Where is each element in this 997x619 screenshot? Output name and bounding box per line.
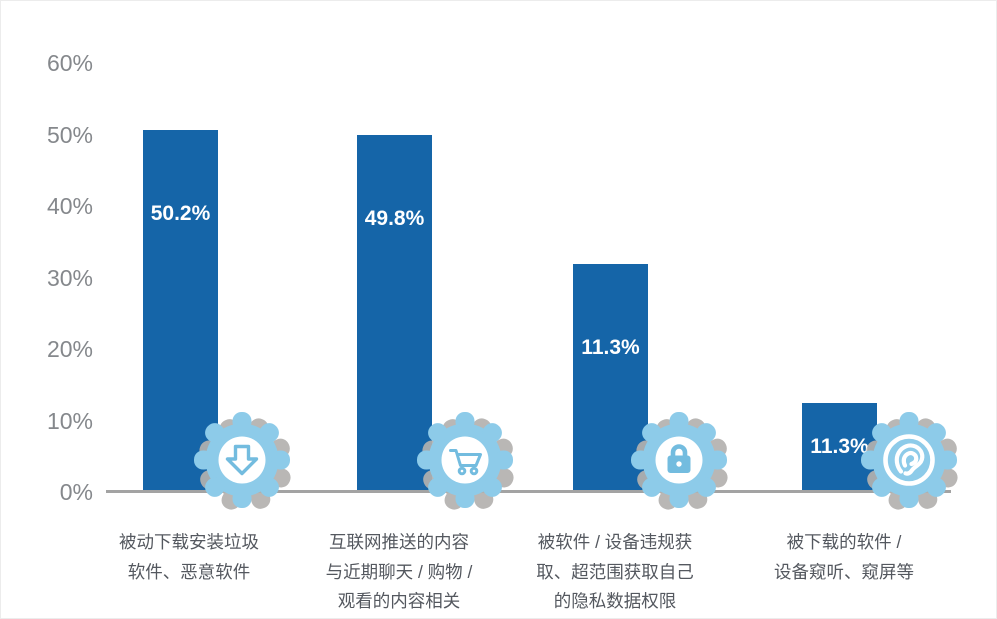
category-label-line: 取、超范围获取自己 bbox=[536, 561, 694, 582]
x-axis-line bbox=[106, 490, 951, 493]
category-label-line: 被下载的软件 / bbox=[786, 532, 902, 552]
bar-eavesdropping: 11.3% bbox=[802, 403, 877, 490]
category-label-4: 被下载的软件 / 设备窥听、窥屏等 bbox=[719, 528, 969, 587]
category-label-line: 互联网推送的内容 bbox=[329, 532, 469, 552]
ear-icon bbox=[894, 443, 925, 476]
category-label-line: 设备窥听、窥屏等 bbox=[774, 561, 914, 582]
category-label-line: 观看的内容相关 bbox=[337, 591, 461, 611]
gear-ear-icon bbox=[859, 410, 959, 510]
category-label-line: 被软件 / 设备违规获 bbox=[537, 532, 693, 552]
bar-group-1: 50.2% bbox=[143, 130, 218, 490]
category-label-3: 被软件 / 设备违规获 取、超范围获取自己 的隐私数据权限 bbox=[490, 528, 740, 617]
category-label-1: 被动下载安装垃圾 软件、恶意软件 bbox=[64, 528, 314, 587]
y-axis-tick-10: 10% bbox=[46, 407, 93, 434]
bar-group-4: 11.3% bbox=[802, 403, 877, 490]
y-axis-tick-60: 60% bbox=[46, 50, 93, 76]
bar-pushed-content: 49.8% bbox=[357, 135, 432, 490]
gear-lock-icon bbox=[629, 410, 729, 510]
bar-passive-download: 50.2% bbox=[143, 130, 218, 490]
bar-value-label: 11.3% bbox=[581, 336, 640, 359]
bar-value-label: 11.3% bbox=[810, 435, 869, 458]
bar-value-label: 49.8% bbox=[364, 207, 425, 230]
y-axis-tick-50: 50% bbox=[46, 121, 93, 148]
bar-value-label: 50.2% bbox=[150, 202, 211, 225]
category-label-2: 互联网推送的内容 与近期聊天 / 购物 / 观看的内容相关 bbox=[274, 528, 524, 617]
lock-icon bbox=[667, 444, 691, 473]
category-label-line: 被动下载安装垃圾 bbox=[119, 532, 259, 552]
download-arrow-icon bbox=[225, 444, 259, 476]
y-axis-tick-20: 20% bbox=[46, 336, 93, 362]
category-label-line: 与近期聊天 / 购物 / bbox=[325, 561, 473, 582]
gear-cart-icon bbox=[415, 410, 515, 510]
category-label-line: 软件、恶意软件 bbox=[127, 561, 251, 582]
category-label-line: 的隐私数据权限 bbox=[553, 591, 677, 611]
y-axis-tick-40: 40% bbox=[46, 193, 93, 219]
y-axis-tick-0: 0% bbox=[59, 479, 93, 505]
gear-download-icon bbox=[192, 410, 292, 510]
bar-group-2: 49.8% bbox=[357, 135, 432, 490]
shopping-cart-icon bbox=[449, 449, 482, 476]
y-axis-tick-30: 30% bbox=[46, 264, 93, 291]
